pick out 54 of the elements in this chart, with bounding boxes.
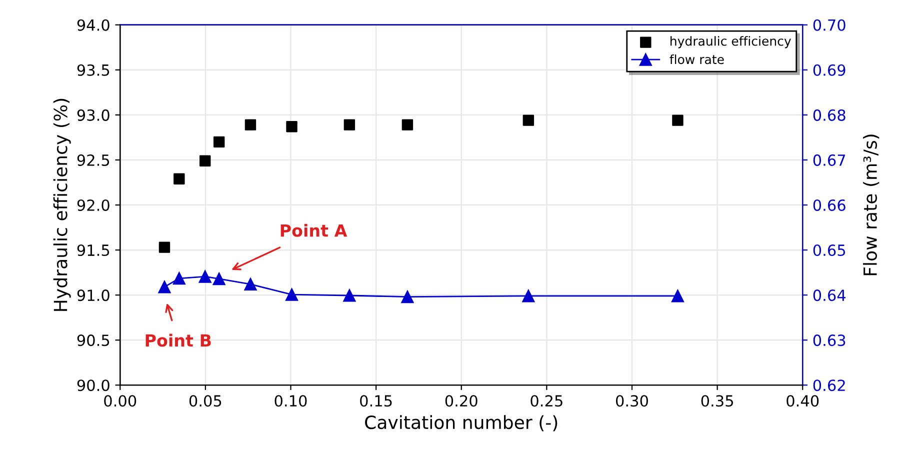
- y-tick-label: 91.0: [77, 290, 110, 302]
- point: [671, 290, 684, 302]
- legend-label: flow rate: [670, 54, 724, 64]
- y2-tick-label: 0.69: [813, 64, 846, 76]
- x-tick-label: 0.05: [189, 395, 222, 407]
- point: [402, 119, 414, 130]
- y-tick-label: 93.5: [77, 64, 110, 76]
- x-tick-label: 0.10: [274, 395, 307, 407]
- point: [198, 270, 212, 283]
- y-tick-label: 90.0: [77, 380, 110, 392]
- point: [212, 272, 226, 286]
- y2-tick-label: 0.63: [813, 334, 846, 346]
- y2-tick-label: 0.64: [813, 290, 846, 302]
- y2-tick-label: 0.68: [813, 109, 846, 121]
- y-tick-label: 93.0: [77, 109, 110, 121]
- point: [343, 289, 356, 302]
- y-tick-label: 90.5: [77, 334, 110, 346]
- annotation: Point B: [146, 334, 211, 347]
- legend-label: hydraulic efficiency: [670, 36, 791, 48]
- point: [522, 290, 535, 302]
- y2-axis-title: Flow rate (m³/s): [863, 134, 880, 276]
- x-tick-label: 0.20: [445, 395, 478, 407]
- point: [213, 136, 225, 148]
- point: [244, 119, 256, 130]
- point: [172, 272, 186, 285]
- point: [199, 155, 211, 166]
- point: [286, 121, 298, 132]
- y-tick-label: 91.5: [77, 244, 110, 256]
- x-tick-label: 0.40: [786, 395, 819, 407]
- y2-tick-label: 0.67: [813, 154, 846, 166]
- point: [286, 288, 298, 301]
- annotation: Point A: [280, 224, 348, 237]
- y2-tick-label: 0.70: [813, 19, 846, 31]
- y-tick-label: 92.5: [77, 154, 110, 166]
- x-tick-label: 0.15: [360, 395, 392, 407]
- point: [174, 173, 185, 184]
- y-tick-label: 92.0: [77, 199, 110, 212]
- x-tick-label: 0.35: [701, 395, 733, 407]
- y2-tick-label: 0.65: [813, 244, 846, 256]
- x-axis-title: Cavitation number (-): [365, 415, 558, 432]
- x-tick-label: 0.00: [104, 395, 136, 407]
- y-axis-title: Hydraulic efficiency (%): [53, 98, 71, 311]
- point: [344, 119, 356, 130]
- point: [158, 242, 170, 253]
- y-tick-label: 94.0: [77, 19, 110, 31]
- point: [522, 114, 534, 126]
- x-tick-label: 0.25: [530, 395, 562, 407]
- point: [401, 290, 414, 304]
- x-tick-label: 0.30: [616, 395, 648, 407]
- point: [672, 114, 684, 126]
- y2-tick-label: 0.66: [813, 199, 846, 212]
- point: [244, 278, 257, 290]
- point: [158, 280, 171, 294]
- y2-tick-label: 0.62: [813, 380, 845, 392]
